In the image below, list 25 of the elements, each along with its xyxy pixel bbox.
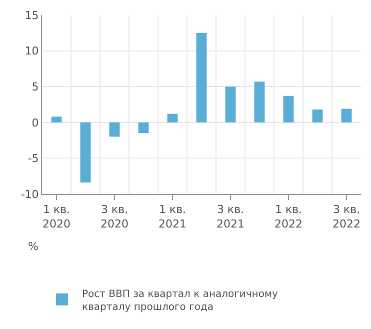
x-tick-label: 1 кв. 2022 [274,203,302,230]
y-tick-label: 15 [24,8,39,22]
bar [254,82,265,122]
bar [51,116,62,122]
bar [196,32,207,122]
x-tick-label: 3 кв. 2021 [216,203,244,230]
x-tick-label: 1 кв. 2021 [158,203,186,230]
x-tick-label: 3 кв. 2020 [100,203,128,230]
bar [80,122,91,183]
bar [225,86,236,122]
bar [283,96,294,122]
bar [312,110,323,122]
x-tick-label: 3 кв. 2022 [332,203,360,230]
bar [341,108,352,122]
legend-label: Рост ВВП за квартал к аналогичному кварталу прошлого года [82,288,278,313]
y-tick-label: 0 [32,116,39,130]
y-tick-label: -10 [20,188,39,201]
y-tick-label: 5 [32,80,39,94]
bar [167,114,178,122]
y-tick-label: 10 [24,44,39,58]
x-tick-label: 1 кв. 2020 [42,203,70,230]
bar [138,122,149,134]
y-tick-label: -5 [28,152,39,166]
y-axis-title: % [28,240,38,253]
bar [109,122,120,137]
